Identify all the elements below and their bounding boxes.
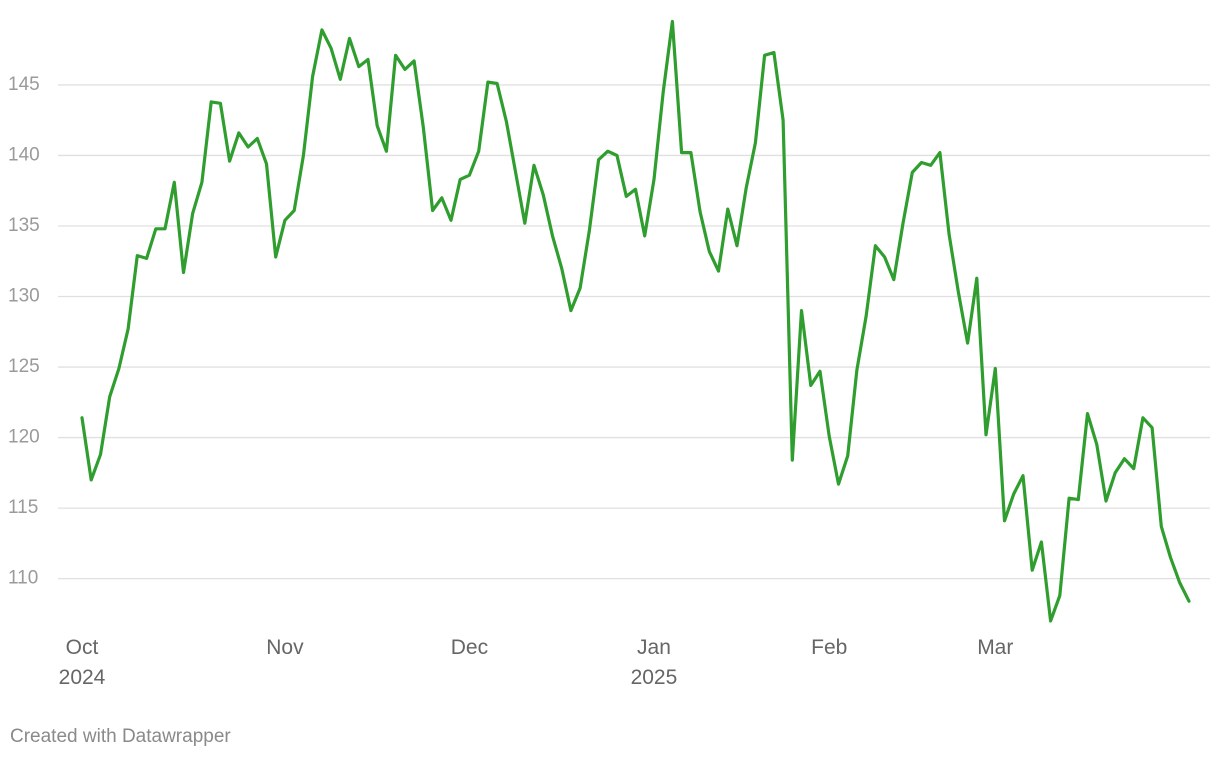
x-tick-label: Jan 2025 bbox=[631, 636, 678, 689]
credit: Created with Datawrapper bbox=[10, 726, 231, 747]
y-tick-label: 140 bbox=[8, 144, 40, 165]
y-tick-label: 110 bbox=[8, 568, 38, 589]
x-tick-label: Oct 2024 bbox=[59, 636, 106, 689]
x-tick-label: Mar bbox=[977, 636, 1013, 659]
line bbox=[80, 19, 1191, 623]
y-tick-label: 135 bbox=[8, 215, 40, 236]
x-tick-label: Dec bbox=[451, 636, 488, 659]
y-tick-label: 125 bbox=[8, 356, 40, 377]
y-tick-label: 130 bbox=[8, 286, 40, 307]
y-tick-label: 145 bbox=[8, 74, 40, 95]
x-tick-label: Feb bbox=[811, 636, 847, 659]
y-tick-label: 115 bbox=[8, 497, 38, 518]
x-tick-label: Nov bbox=[266, 636, 304, 659]
y-tick-label: 120 bbox=[8, 427, 40, 448]
